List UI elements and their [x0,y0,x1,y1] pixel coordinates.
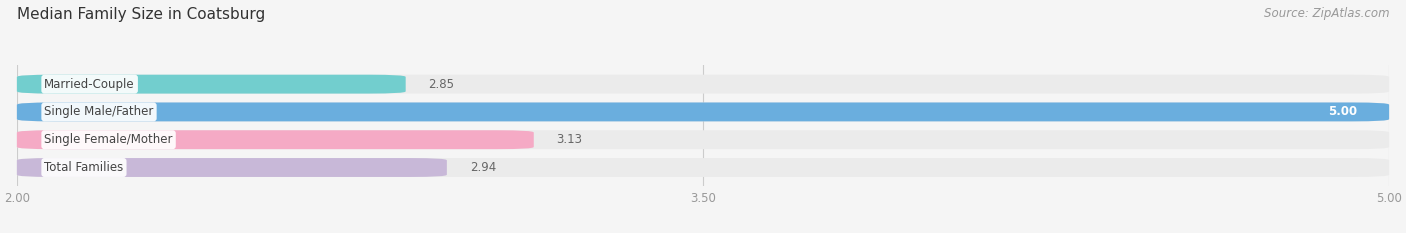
Text: Single Female/Mother: Single Female/Mother [45,133,173,146]
FancyBboxPatch shape [17,130,1389,149]
FancyBboxPatch shape [17,130,534,149]
FancyBboxPatch shape [17,158,1389,177]
FancyBboxPatch shape [17,158,447,177]
FancyBboxPatch shape [17,103,1389,121]
Text: 2.85: 2.85 [429,78,454,91]
Text: 3.13: 3.13 [557,133,582,146]
FancyBboxPatch shape [17,75,406,94]
Text: Median Family Size in Coatsburg: Median Family Size in Coatsburg [17,7,266,22]
Text: 2.94: 2.94 [470,161,496,174]
FancyBboxPatch shape [17,75,1389,94]
FancyBboxPatch shape [17,103,1389,121]
Text: Source: ZipAtlas.com: Source: ZipAtlas.com [1264,7,1389,20]
Text: 5.00: 5.00 [1329,105,1357,118]
Text: Married-Couple: Married-Couple [45,78,135,91]
Text: Single Male/Father: Single Male/Father [45,105,153,118]
Text: Total Families: Total Families [45,161,124,174]
